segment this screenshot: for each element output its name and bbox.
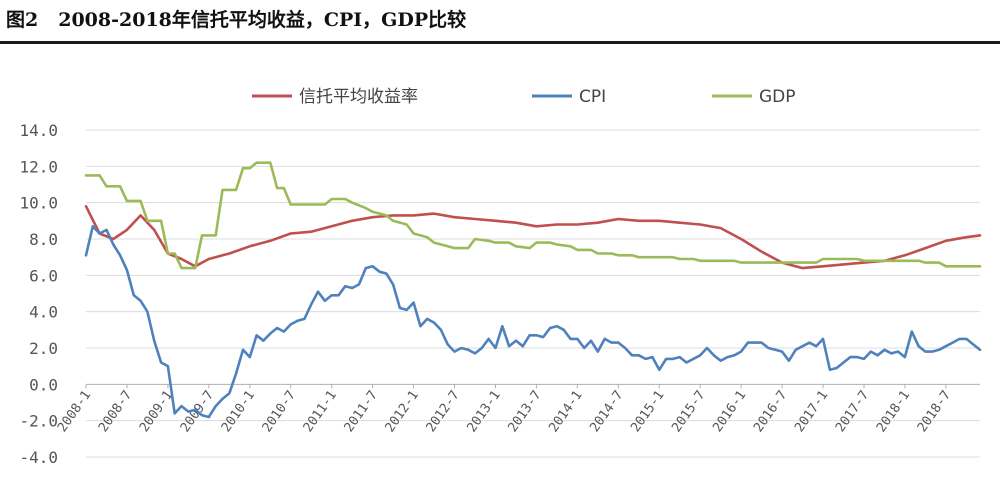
trust-yield-line	[84, 205, 982, 270]
x-tick-label: 2017-7	[833, 388, 872, 435]
x-tick-label: 2015-7	[669, 388, 708, 435]
x-tick-label: 2011-7	[342, 388, 381, 435]
x-tick-label: 2010-7	[260, 388, 299, 435]
x-tick-label: 2017-1	[792, 388, 831, 435]
x-tick-label: 2012-1	[383, 388, 422, 435]
figure-title: 图2 2008-2018年信托平均收益，CPI，GDP比较	[6, 4, 466, 36]
y-tick-label: -2.0	[19, 412, 58, 431]
legend-label: CPI	[579, 87, 606, 107]
cpi-line	[84, 225, 982, 419]
legend-item-cpi: CPI	[532, 87, 606, 107]
x-tick-label: 2016-1	[710, 388, 749, 435]
legend-label: GDP	[759, 87, 796, 107]
gridlines	[86, 129, 980, 458]
x-tick-label: 2013-1	[465, 388, 504, 435]
x-tick-label: 2018-1	[874, 388, 913, 435]
gdp-line	[84, 161, 982, 270]
y-tick-label: 6.0	[29, 266, 58, 285]
x-tick-label: 2015-1	[628, 388, 667, 435]
x-axis-ticks: 2008-1 2008-7 2009-1 2009-7 2010-1 2010-7 2011…	[55, 384, 954, 435]
figure-number: 图2	[6, 9, 39, 31]
x-tick-label: 2011-1	[301, 388, 340, 435]
x-tick-label: 2008-7	[96, 388, 135, 435]
series-lines	[84, 161, 982, 419]
y-tick-label: 14.0	[19, 121, 58, 140]
x-tick-label: 2008-1	[55, 388, 94, 435]
y-tick-label: 10.0	[19, 194, 58, 213]
x-tick-label: 2012-7	[424, 388, 463, 435]
legend-item-gdp: GDP	[712, 87, 796, 107]
y-tick-label: 4.0	[29, 303, 58, 322]
y-tick-label: 2.0	[29, 339, 58, 358]
y-tick-label: -4.0	[19, 448, 58, 467]
x-tick-label: 2014-1	[546, 388, 585, 435]
y-tick-label: 12.0	[19, 157, 58, 176]
y-tick-label: 0.0	[29, 375, 58, 394]
legend-item-trust-yield: 信托平均收益率	[252, 87, 418, 107]
x-tick-label: 2010-1	[219, 388, 258, 435]
figure-title-text: 2008-2018年信托平均收益，CPI，GDP比较	[58, 9, 467, 31]
y-tick-label: 8.0	[29, 230, 58, 249]
x-tick-label: 2014-7	[587, 388, 626, 435]
legend-label: 信托平均收益率	[299, 87, 418, 107]
x-tick-label: 2013-7	[505, 388, 544, 435]
legend: 信托平均收益率 CPI GDP	[252, 87, 796, 107]
x-tick-label: 2016-7	[751, 388, 790, 435]
x-tick-label: 2018-7	[915, 388, 954, 435]
y-axis-ticks: 14.0 12.0 10.0 8.0 6.0 4.0 2.0 0.0 -2.0 -4.0	[19, 121, 58, 467]
title-divider	[0, 41, 1000, 44]
x-tick-label: 2009-1	[137, 388, 176, 435]
